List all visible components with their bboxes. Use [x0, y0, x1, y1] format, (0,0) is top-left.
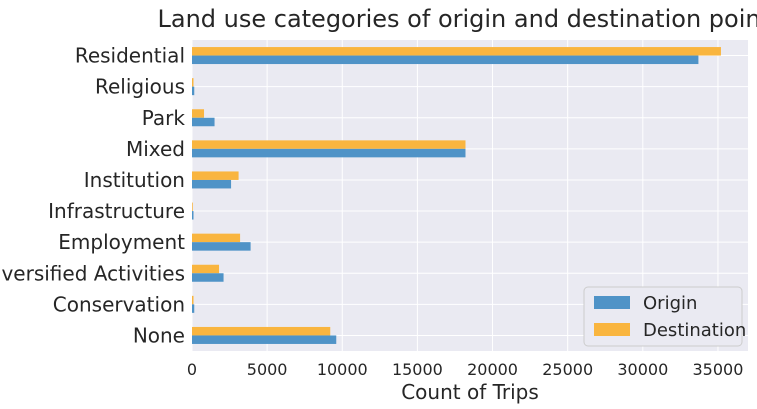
bar-destination — [192, 171, 239, 180]
bar-destination — [192, 295, 194, 305]
category-label: Mixed — [126, 137, 185, 161]
bar-destination — [192, 233, 241, 243]
bar-destination — [192, 264, 220, 274]
bars — [192, 47, 721, 344]
category-label: Conservation — [53, 292, 185, 316]
bar-destination — [192, 109, 205, 118]
legend-label-destination: Destination — [643, 320, 746, 341]
x-tick-label: 0 — [187, 360, 197, 379]
bar-origin — [192, 148, 466, 158]
bar-origin — [192, 304, 195, 313]
bar-origin — [192, 117, 215, 127]
bar-destination — [192, 202, 193, 212]
category-label: Diversified Activities — [0, 261, 185, 285]
bar-destination — [192, 47, 721, 56]
legend-label-origin: Origin — [643, 293, 697, 314]
x-tick-label: 5000 — [247, 360, 288, 379]
category-label: Park — [142, 106, 186, 130]
x-tick-label: 10000 — [317, 360, 368, 379]
x-tick-label: 35000 — [692, 360, 743, 379]
x-tick-labels: 0 5000 10000 15000 20000 25000 30000 35000 — [187, 360, 743, 379]
x-tick-label: 15000 — [392, 360, 443, 379]
bar-origin — [192, 273, 224, 282]
x-tick-label: 25000 — [542, 360, 593, 379]
bar-origin — [192, 86, 195, 96]
x-tick-label: 20000 — [467, 360, 518, 379]
category-label: Infrastructure — [48, 199, 185, 223]
bar-origin — [192, 335, 337, 344]
bar-destination — [192, 78, 194, 87]
category-label: Residential — [75, 44, 185, 68]
x-tick-label: 30000 — [617, 360, 668, 379]
category-label: Religious — [95, 75, 185, 99]
legend-swatch-origin — [594, 296, 630, 309]
category-label: Employment — [58, 230, 185, 254]
category-labels: Residential Religious Park Mixed Institution… — [0, 44, 185, 348]
chart-title: Land use categories of origin and destin… — [157, 5, 757, 33]
legend-swatch-destination — [594, 323, 630, 336]
bar-origin — [192, 242, 251, 251]
bar-origin — [192, 55, 699, 65]
legend: Origin Destination — [583, 286, 746, 347]
bar-destination — [192, 140, 466, 149]
bar-destination — [192, 326, 331, 336]
category-label: None — [133, 323, 185, 347]
x-axis-label: Count of Trips — [401, 380, 539, 404]
bar-origin — [192, 211, 194, 220]
category-label: Institution — [84, 168, 185, 192]
bar-origin — [192, 179, 232, 189]
